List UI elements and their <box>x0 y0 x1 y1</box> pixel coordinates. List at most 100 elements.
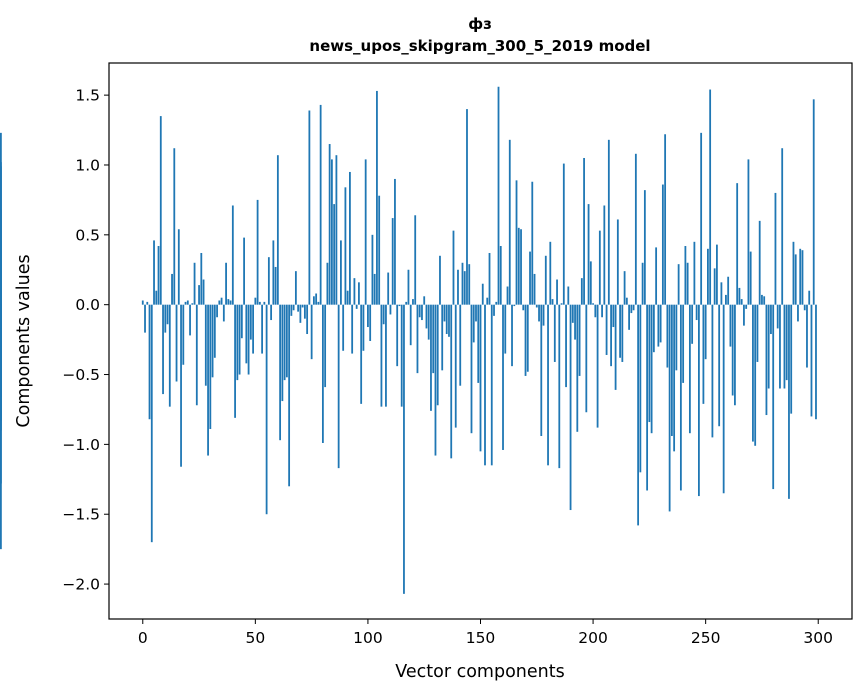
y-axis-ticks: −2.0 −1.5 −1.0 −0.5 0.0 0.5 1.0 1.5 <box>62 87 109 594</box>
bar <box>740 299 743 305</box>
bar <box>312 296 315 305</box>
bar <box>385 304 387 407</box>
bar <box>661 184 664 305</box>
bar <box>463 271 466 305</box>
bar <box>418 304 421 318</box>
bar <box>652 304 655 353</box>
bar <box>655 247 658 305</box>
bar <box>504 304 507 354</box>
bar <box>263 301 266 305</box>
bar <box>601 304 603 318</box>
bar <box>198 285 200 305</box>
bar <box>623 271 626 305</box>
y-tick-label: 0.0 <box>75 296 100 314</box>
bar <box>470 304 473 434</box>
bar <box>634 153 637 305</box>
bar <box>691 304 694 344</box>
bar <box>340 240 342 305</box>
bar <box>315 293 318 305</box>
bar <box>499 246 502 305</box>
bar <box>168 304 171 407</box>
bar <box>441 304 444 371</box>
x-tick-label: 0 <box>138 629 148 647</box>
bar <box>439 255 441 305</box>
bar <box>265 304 268 515</box>
bar <box>403 304 405 594</box>
bar <box>443 304 446 322</box>
bar <box>810 304 813 417</box>
bar <box>319 104 322 305</box>
bar <box>466 109 468 305</box>
bar <box>540 304 543 436</box>
bar <box>310 304 313 360</box>
bar <box>589 261 592 305</box>
bar <box>526 304 529 372</box>
bar <box>770 304 772 335</box>
bar <box>461 262 464 305</box>
bar <box>391 218 394 305</box>
bar <box>236 304 239 381</box>
bar <box>803 304 806 311</box>
bar <box>738 287 741 305</box>
bar <box>542 304 545 326</box>
bar <box>171 273 173 305</box>
bar <box>247 304 250 375</box>
bar <box>783 304 786 389</box>
bar <box>454 304 457 428</box>
bar <box>587 204 590 305</box>
bar <box>270 304 273 321</box>
bar <box>551 299 554 305</box>
bar <box>490 304 493 466</box>
bar <box>146 301 149 305</box>
bar <box>195 304 198 406</box>
bar <box>700 132 703 305</box>
bar <box>254 297 257 305</box>
bar <box>189 304 191 336</box>
bar <box>614 304 617 390</box>
bar <box>421 304 423 321</box>
chart-title: фз <box>468 15 492 33</box>
bar <box>558 304 561 469</box>
bar <box>679 304 682 491</box>
bar <box>0 162 2 305</box>
bar <box>688 304 691 434</box>
bar <box>502 304 504 450</box>
y-tick-label: −1.0 <box>62 436 100 454</box>
bar <box>367 304 369 328</box>
bar <box>779 304 781 389</box>
bar <box>646 304 649 491</box>
bar <box>220 297 223 305</box>
bar <box>162 304 164 395</box>
y-tick-label: 1.0 <box>75 156 100 174</box>
bar <box>425 304 428 329</box>
bar <box>153 240 155 305</box>
bar <box>497 86 500 305</box>
bar <box>763 296 766 305</box>
bar <box>326 262 329 305</box>
bar <box>808 290 811 305</box>
bar <box>812 99 815 305</box>
bar <box>191 303 194 305</box>
bar <box>713 268 716 305</box>
bar <box>297 304 300 312</box>
bar <box>382 304 385 325</box>
bar <box>400 304 403 407</box>
bar <box>432 304 435 374</box>
bar <box>303 304 306 319</box>
bar <box>553 304 556 362</box>
bar <box>407 269 410 305</box>
bar <box>666 304 669 368</box>
bar <box>535 304 538 308</box>
bar <box>344 187 347 305</box>
bar <box>141 300 144 305</box>
bar <box>716 244 718 305</box>
bar <box>267 257 270 305</box>
bar <box>261 304 263 354</box>
bar <box>351 304 354 354</box>
bar <box>258 301 261 305</box>
bar <box>360 304 363 404</box>
x-axis-label: Vector components <box>395 662 564 682</box>
bar <box>576 304 579 432</box>
bar <box>290 304 293 316</box>
bar <box>673 304 676 452</box>
